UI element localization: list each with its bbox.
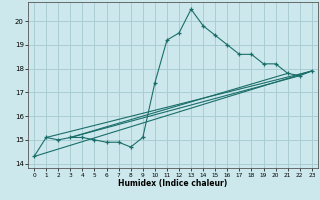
X-axis label: Humidex (Indice chaleur): Humidex (Indice chaleur) [118,179,228,188]
